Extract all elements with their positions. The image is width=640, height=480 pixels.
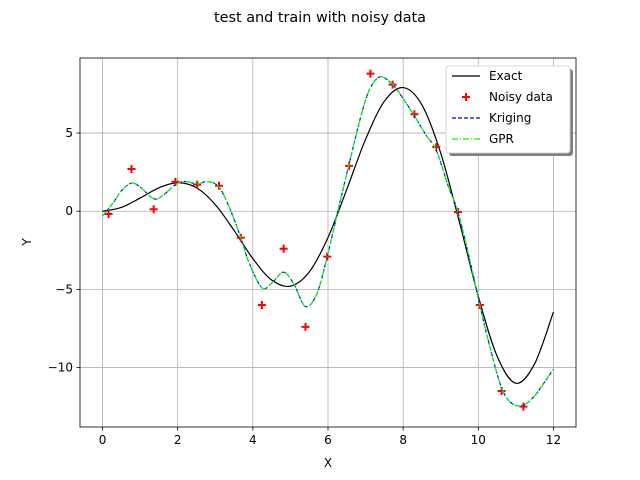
noisy-data-point: [149, 205, 158, 214]
plot-area: [102, 69, 555, 411]
legend-box: [445, 65, 571, 154]
legend: Exact Noisy data Kriging GPR: [445, 65, 573, 156]
noisy-data-point: [519, 402, 528, 411]
noisy-data-point: [279, 244, 288, 253]
series-line-kriging: [102, 76, 554, 407]
noisy-data-point: [257, 301, 266, 310]
legend-gpr-label: GPR: [489, 132, 514, 146]
axis-ticks: 0 2 4 6 8 10 12 −10 −5 0 5: [48, 126, 561, 447]
x-tick-label: 2: [174, 433, 182, 447]
y-tick-label: 5: [65, 126, 73, 140]
legend-noisy-swatch: [462, 93, 470, 101]
legend-noisy-label: Noisy data: [489, 90, 553, 104]
y-tick-label: −10: [48, 361, 73, 375]
chart-title: test and train with noisy data: [214, 10, 426, 26]
legend-kriging-label: Kriging: [489, 111, 531, 125]
noisy-data-point: [215, 181, 224, 190]
x-tick-label: 8: [399, 433, 407, 447]
x-tick-label: 0: [99, 433, 107, 447]
noisy-data-point: [366, 69, 375, 78]
noisy-data-point: [193, 180, 202, 189]
x-tick-label: 10: [471, 433, 486, 447]
x-tick-label: 4: [249, 433, 257, 447]
noisy-data-point: [127, 165, 136, 174]
x-tick-label: 6: [324, 433, 332, 447]
noisy-data-point: [301, 322, 310, 331]
y-tick-label: 0: [65, 204, 73, 218]
y-axis-label: Y: [20, 238, 34, 247]
series-line-gpr: [102, 76, 554, 407]
x-axis-label: X: [324, 456, 332, 470]
x-tick-label: 12: [546, 433, 561, 447]
y-tick-label: −5: [55, 282, 73, 296]
noisy-data-point: [104, 210, 113, 219]
legend-exact-label: Exact: [489, 69, 523, 83]
